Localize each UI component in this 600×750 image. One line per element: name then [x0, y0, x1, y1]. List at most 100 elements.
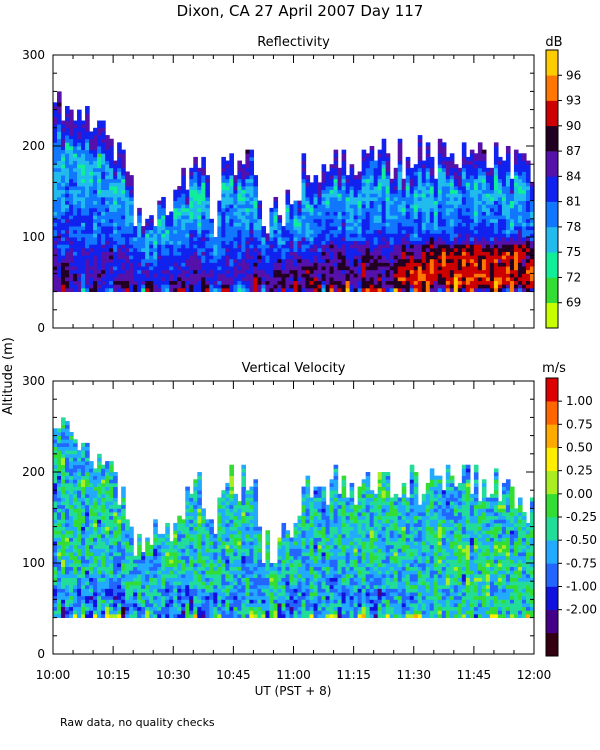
- heatmap-cell: [337, 193, 343, 198]
- heatmap-cell: [241, 284, 246, 289]
- heatmap-cell: [81, 138, 86, 143]
- heatmap-cell: [169, 237, 174, 242]
- heatmap-cell: [505, 182, 511, 187]
- heatmap-cell: [393, 182, 399, 187]
- heatmap-cell: [137, 215, 142, 220]
- heatmap-cell: [73, 573, 78, 578]
- heatmap-cell: [525, 182, 531, 187]
- heatmap-cell: [189, 182, 194, 187]
- heatmap-cell: [181, 189, 186, 194]
- heatmap-cell: [409, 207, 415, 212]
- heatmap-cell: [453, 287, 459, 292]
- heatmap-cell: [321, 204, 327, 209]
- heatmap-cell: [85, 577, 90, 582]
- heatmap-cell: [121, 215, 126, 220]
- heatmap-cell: [437, 247, 443, 252]
- heatmap-cell: [489, 269, 495, 274]
- panel-title: Reflectivity: [257, 35, 330, 50]
- heatmap-cell: [225, 244, 230, 249]
- heatmap-cell: [73, 599, 78, 604]
- heatmap-cell: [129, 240, 134, 245]
- heatmap-cell: [69, 255, 74, 260]
- heatmap-cell: [437, 207, 443, 212]
- heatmap-cell: [177, 251, 182, 256]
- heatmap-cell: [429, 280, 435, 285]
- heatmap-cell: [321, 229, 327, 234]
- heatmap-cell: [81, 555, 86, 560]
- heatmap-cell: [65, 595, 70, 600]
- heatmap-cell: [177, 240, 182, 245]
- heatmap-cell: [481, 193, 487, 198]
- heatmap-cell: [429, 167, 435, 172]
- heatmap-cell: [97, 200, 102, 205]
- heatmap-cell: [369, 175, 375, 180]
- heatmap-cell: [109, 142, 114, 147]
- heatmap-cell: [173, 200, 178, 205]
- heatmap-cell: [73, 233, 78, 238]
- heatmap-cell: [141, 258, 146, 263]
- heatmap-cell: [141, 287, 146, 292]
- heatmap-cell: [117, 233, 122, 238]
- heatmap-cell: [301, 244, 307, 249]
- heatmap-cell: [381, 171, 387, 176]
- heatmap-cell: [93, 247, 98, 252]
- heatmap-cell: [153, 240, 158, 245]
- heatmap-cell: [61, 258, 66, 263]
- heatmap-cell: [249, 175, 255, 180]
- heatmap-cell: [333, 171, 339, 176]
- heatmap-cell: [297, 251, 303, 256]
- heatmap-cell: [261, 237, 267, 242]
- heatmap-cell: [377, 149, 383, 154]
- heatmap-cell: [329, 273, 335, 278]
- heatmap-cell: [105, 515, 110, 520]
- heatmap-cell: [341, 215, 347, 220]
- heatmap-cell: [189, 287, 194, 292]
- heatmap-cell: [61, 482, 66, 487]
- heatmap-cell: [197, 277, 202, 282]
- heatmap-cell: [497, 233, 503, 238]
- heatmap-cell: [77, 211, 82, 216]
- heatmap-cell: [349, 171, 355, 176]
- heatmap-cell: [501, 186, 507, 191]
- heatmap-cell: [181, 229, 186, 234]
- heatmap-cell: [265, 251, 271, 256]
- heatmap-cell: [81, 280, 86, 285]
- heatmap-cell: [73, 610, 78, 615]
- heatmap-cell: [465, 284, 471, 289]
- heatmap-cell: [153, 226, 158, 231]
- heatmap-cell: [73, 120, 78, 125]
- heatmap-cell: [105, 486, 110, 491]
- heatmap-cell: [437, 287, 443, 292]
- heatmap-cell: [105, 284, 110, 289]
- heatmap-cell: [109, 504, 114, 509]
- heatmap-cell: [313, 284, 319, 289]
- heatmap-cell: [249, 266, 255, 271]
- heatmap-cell: [361, 189, 367, 194]
- heatmap-cell: [61, 255, 66, 260]
- heatmap-cell: [85, 530, 90, 535]
- heatmap-cell: [289, 269, 295, 274]
- heatmap-cell: [349, 284, 355, 289]
- heatmap-cell: [505, 164, 511, 169]
- heatmap-cell: [421, 160, 427, 165]
- heatmap-cell: [57, 226, 62, 231]
- heatmap-cell: [57, 475, 62, 480]
- heatmap-cell: [461, 262, 467, 267]
- heatmap-cell: [429, 207, 435, 212]
- heatmap-cell: [277, 229, 283, 234]
- heatmap-cell: [177, 189, 182, 194]
- heatmap-cell: [57, 142, 62, 147]
- heatmap-cell: [477, 218, 483, 223]
- heatmap-cell: [77, 178, 82, 183]
- heatmap-cell: [217, 215, 222, 220]
- heatmap-cell: [145, 266, 150, 271]
- heatmap-cell: [57, 273, 62, 278]
- heatmap-cell: [269, 211, 275, 216]
- heatmap-cell: [373, 237, 379, 242]
- heatmap-cell: [213, 258, 218, 263]
- heatmap-cell: [473, 211, 479, 216]
- heatmap-cell: [425, 142, 431, 147]
- heatmap-cell: [61, 421, 66, 426]
- heatmap-cell: [137, 273, 142, 278]
- heatmap-cell: [121, 218, 126, 223]
